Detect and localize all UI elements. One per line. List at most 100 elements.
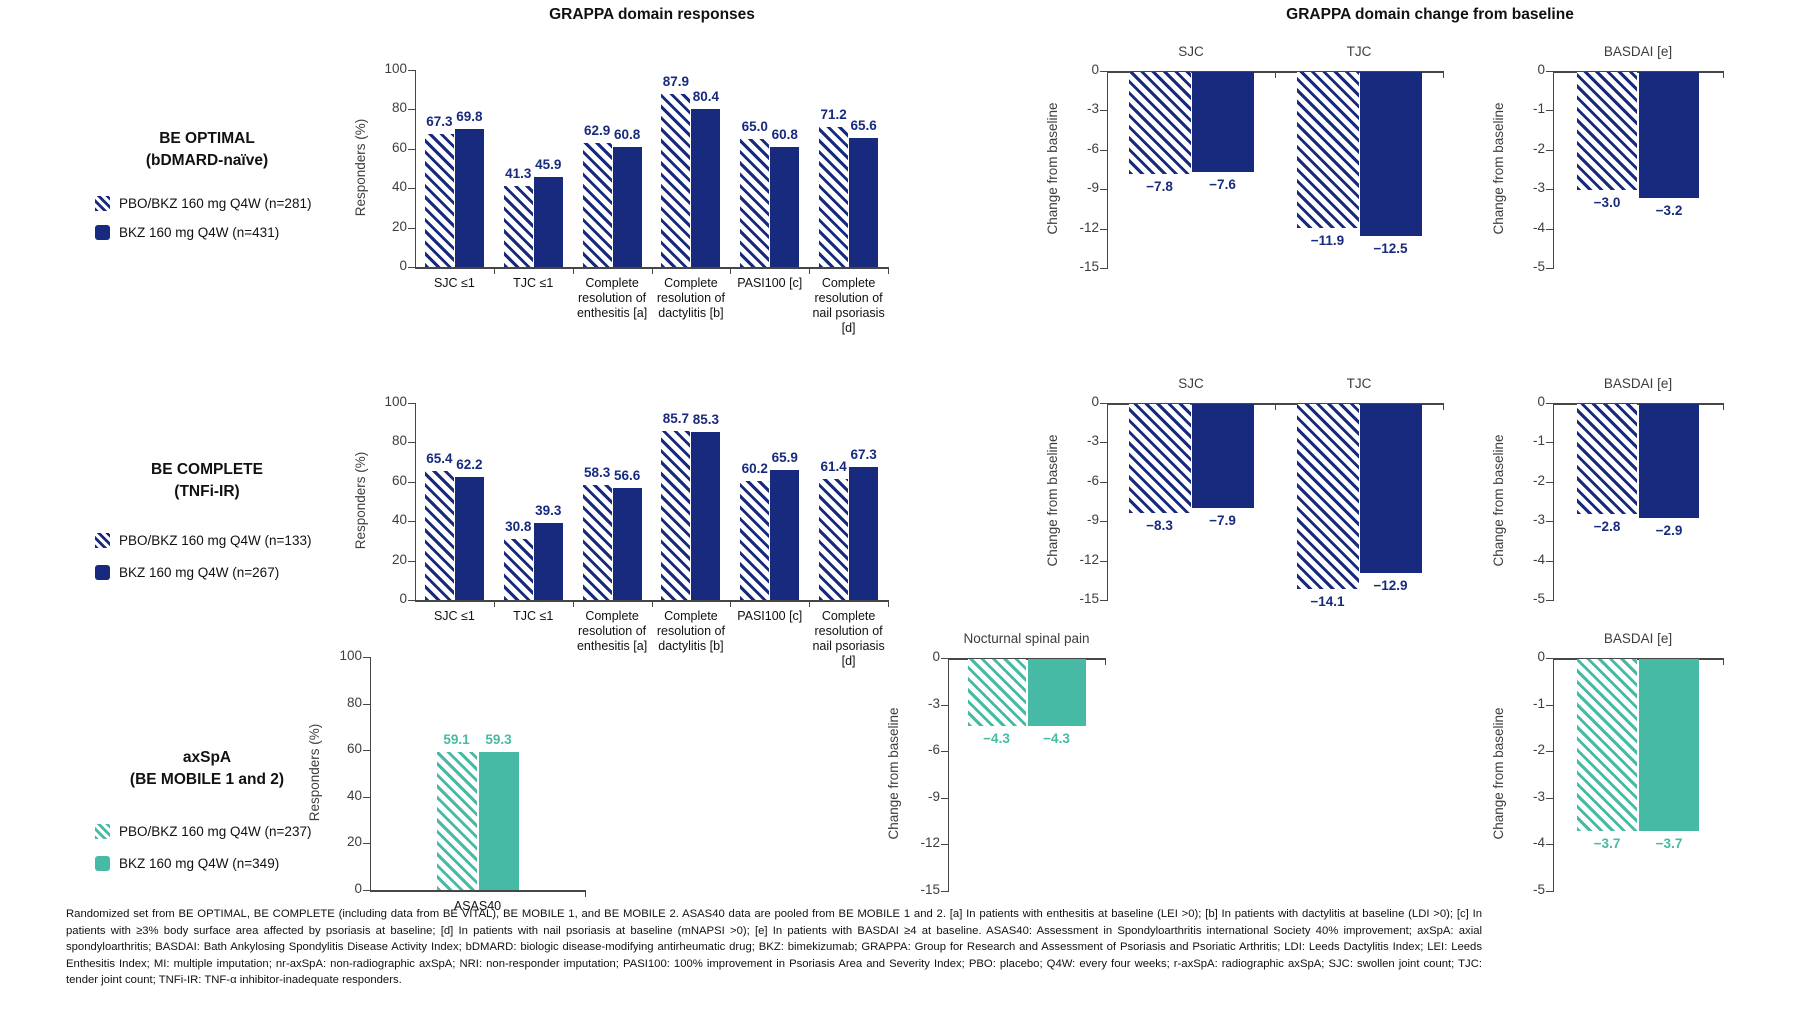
bar-solid bbox=[1027, 659, 1086, 726]
y-tick-label: 0 bbox=[399, 258, 407, 273]
y-tick-mark bbox=[1546, 704, 1553, 706]
legend-label: PBO/BKZ 160 mg Q4W (n=133) bbox=[119, 533, 312, 548]
bar-hatched bbox=[582, 143, 612, 267]
y-tick-mark bbox=[408, 70, 415, 71]
y-tick-label: 80 bbox=[346, 694, 362, 710]
y-axis bbox=[1553, 71, 1554, 269]
y-tick-label: -4 bbox=[1532, 551, 1545, 567]
y-tick-label: -15 bbox=[1079, 259, 1099, 274]
row-title: BE COMPLETE bbox=[151, 461, 263, 478]
legend: PBO/BKZ 160 mg Q4W (n=237) BKZ 160 mg Q4… bbox=[95, 822, 357, 873]
y-axis bbox=[1107, 403, 1108, 601]
y-tick-mark bbox=[1546, 228, 1553, 230]
value-label: 71.2 bbox=[820, 107, 847, 122]
y-tick-mark bbox=[1546, 268, 1553, 269]
row-header-axspa: axSpA (BE MOBILE 1 and 2) PBO/BKZ 160 mg… bbox=[57, 747, 357, 886]
y-tick-mark bbox=[363, 750, 370, 752]
y-tick-mark bbox=[1546, 751, 1553, 753]
bar-hatched bbox=[1296, 72, 1359, 228]
value-label: −2.9 bbox=[1655, 523, 1683, 538]
bar-solid bbox=[454, 477, 484, 600]
y-tick-label: -3 bbox=[1532, 180, 1545, 196]
y-axis bbox=[415, 70, 416, 268]
bar-solid bbox=[454, 129, 484, 267]
x-tick-mark bbox=[888, 600, 889, 607]
category-label: Complete resolution of enthesitis [a] bbox=[576, 276, 648, 320]
left-panel-title: GRAPPA domain responses bbox=[549, 6, 755, 23]
group-title: TJC bbox=[1346, 44, 1372, 59]
y-tick-label: -6 bbox=[927, 742, 940, 758]
bar-hatched bbox=[740, 481, 770, 600]
y-tick-label: -12 bbox=[1079, 551, 1099, 567]
row-header-be-optimal: BE OPTIMAL (bDMARD-naïve) PBO/BKZ 160 mg… bbox=[57, 128, 357, 252]
value-label: −3.2 bbox=[1655, 203, 1683, 218]
hatched-legend-swatch-icon bbox=[95, 196, 110, 211]
row-title: BE OPTIMAL bbox=[159, 130, 255, 147]
bar-solid bbox=[1191, 404, 1254, 508]
bar-hatched bbox=[1128, 72, 1191, 174]
x-tick-mark bbox=[1105, 658, 1106, 665]
y-tick-label: 60 bbox=[391, 472, 407, 488]
y-tick-label: 100 bbox=[384, 394, 407, 409]
y-tick-mark bbox=[1546, 71, 1553, 72]
row-title: axSpA bbox=[182, 749, 232, 766]
y-tick-mark bbox=[408, 521, 415, 523]
y-tick-mark bbox=[941, 844, 948, 846]
y-tick-label: 60 bbox=[346, 741, 362, 757]
bar-solid bbox=[1359, 404, 1422, 573]
y-tick-label: 0 bbox=[932, 649, 940, 664]
value-label: 69.8 bbox=[456, 109, 483, 124]
bar-solid bbox=[1639, 404, 1699, 518]
y-tick-mark bbox=[1546, 189, 1553, 191]
y-tick-label: -3 bbox=[1086, 101, 1099, 117]
x-axis bbox=[1553, 658, 1724, 660]
y-tick-mark bbox=[363, 703, 370, 705]
legend-label: BKZ 160 mg Q4W (n=431) bbox=[119, 225, 280, 240]
y-tick-mark bbox=[1100, 228, 1107, 230]
category-label: Complete resolution of nail psoriasis [d… bbox=[812, 609, 885, 668]
group-title: BASDAI [e] bbox=[1603, 44, 1673, 59]
value-label: −8.3 bbox=[1146, 518, 1173, 533]
hatched-legend-swatch-icon bbox=[95, 533, 110, 548]
bar-solid bbox=[770, 470, 800, 600]
bar-solid bbox=[691, 109, 721, 267]
legend-item: PBO/BKZ 160 mg Q4W (n=281) bbox=[95, 194, 357, 213]
value-label: −3.0 bbox=[1593, 195, 1621, 210]
y-tick-mark bbox=[408, 267, 415, 268]
legend-label: BKZ 160 mg Q4W (n=349) bbox=[119, 856, 280, 871]
bar-hatched bbox=[503, 539, 533, 600]
y-axis bbox=[1553, 658, 1554, 892]
legend: PBO/BKZ 160 mg Q4W (n=281) BKZ 160 mg Q4… bbox=[95, 194, 357, 242]
bar-solid bbox=[478, 752, 519, 890]
value-label: 56.6 bbox=[613, 468, 641, 483]
y-tick-label: 20 bbox=[391, 218, 407, 234]
bar-hatched bbox=[436, 752, 477, 890]
value-label: −14.1 bbox=[1310, 594, 1345, 609]
value-label: −12.9 bbox=[1373, 578, 1408, 593]
x-tick-mark bbox=[809, 600, 811, 607]
x-tick-mark bbox=[1723, 658, 1724, 665]
group-title: BASDAI [e] bbox=[1603, 376, 1673, 391]
legend-item: BKZ 160 mg Q4W (n=431) bbox=[95, 223, 357, 242]
y-tick-mark bbox=[1100, 521, 1107, 523]
value-label: 65.9 bbox=[771, 450, 798, 465]
y-tick-label: -9 bbox=[1086, 180, 1099, 196]
bar-hatched bbox=[424, 471, 454, 600]
x-tick-mark bbox=[1275, 71, 1276, 78]
category-label: Complete resolution of dactylitis [b] bbox=[656, 276, 725, 320]
value-label: 85.3 bbox=[692, 412, 720, 427]
row-subtitle: (TNFi-IR) bbox=[174, 483, 240, 500]
bar-hatched bbox=[1577, 404, 1637, 514]
y-tick-label: 80 bbox=[391, 100, 407, 116]
bar-hatched bbox=[661, 94, 691, 267]
y-tick-mark bbox=[941, 797, 948, 799]
category-label: Complete resolution of enthesitis [a] bbox=[576, 609, 648, 653]
y-tick-label: -3 bbox=[1086, 433, 1099, 449]
legend-label: BKZ 160 mg Q4W (n=267) bbox=[119, 565, 280, 580]
y-tick-label: -9 bbox=[927, 788, 940, 804]
y-tick-label: -15 bbox=[920, 882, 940, 897]
y-axis bbox=[415, 403, 416, 601]
